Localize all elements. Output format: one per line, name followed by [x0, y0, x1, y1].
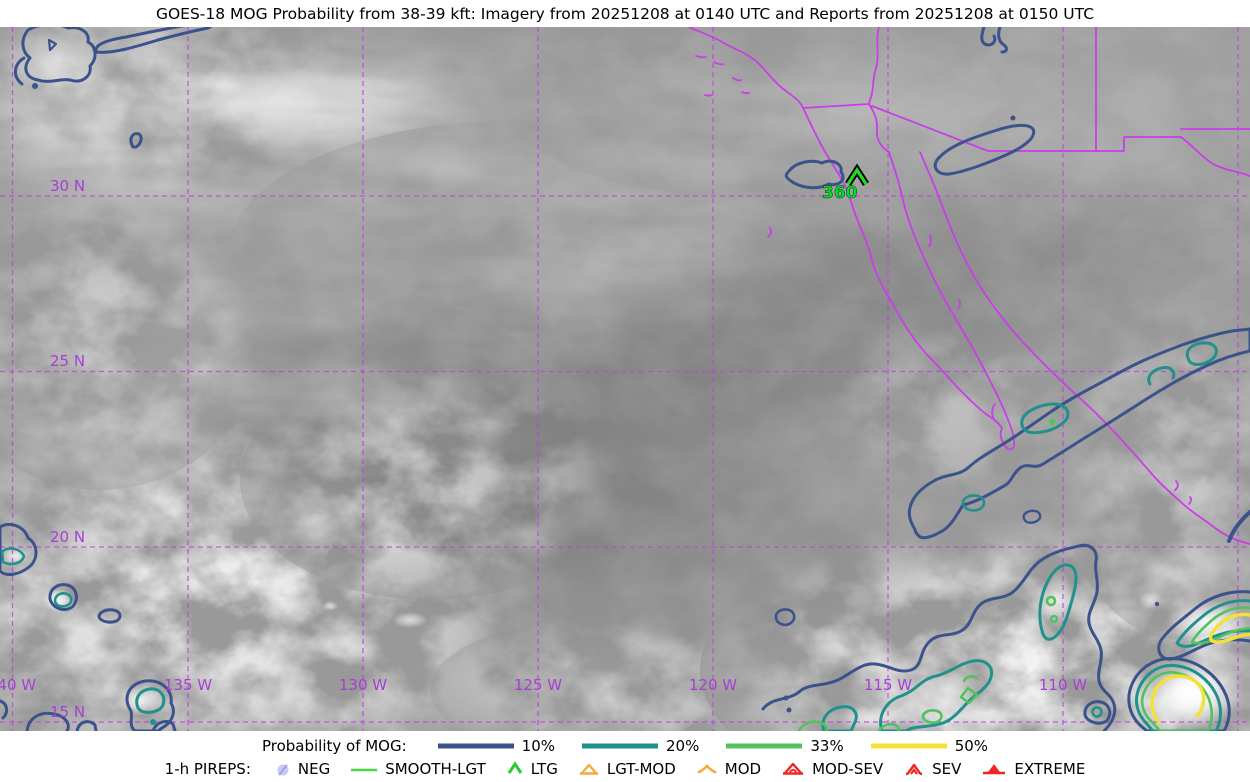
satellite-map: 30 N 25 N 20 N 15 N 140 W 135 W 130 W 12…	[0, 0, 1250, 733]
mod-icon	[697, 764, 717, 774]
legend-item-sev: SEV	[903, 760, 961, 778]
lon-label: 110 W	[1039, 676, 1087, 694]
sev-icon	[906, 763, 923, 776]
lon-label: 125 W	[514, 676, 562, 694]
legend-item-label: 33%	[810, 736, 844, 755]
legend-item-label: MOD	[724, 760, 762, 778]
legend-item-label: SMOOTH-LGT	[385, 760, 486, 778]
legend-item-label: 10%	[521, 736, 556, 755]
legend-item-20pct: 20%	[581, 737, 699, 755]
legend-item-label: LGT-MOD	[606, 760, 676, 778]
lon-label: 115 W	[864, 676, 912, 694]
lon-label: 140 W	[0, 676, 36, 694]
lat-label: 15 N	[50, 703, 85, 721]
legend-item-label: EXTREME	[1014, 760, 1086, 778]
legend-item-label: 50%	[954, 736, 989, 755]
pirep-flight-level-label: 360	[822, 183, 858, 203]
contour-10pct-swatch	[437, 743, 514, 748]
smooth-lgt-icon	[351, 768, 378, 772]
legend-item-50pct: 50%	[870, 737, 988, 755]
lon-label: 120 W	[689, 676, 737, 694]
pireps-legend: 1-h PIREPS: NEG SMOOTH-LGT LTG	[0, 757, 1250, 781]
legend-item-label: LTG	[530, 760, 558, 778]
page-title: GOES-18 MOG Probability from 38-39 kft: …	[155, 4, 1095, 23]
legend-item-label: MOD-SEV	[812, 760, 884, 778]
latlon-grid	[0, 27, 1250, 731]
legend-item-neg: NEG	[275, 760, 330, 778]
coastlines-and-borders	[688, 26, 1250, 545]
lon-label: 135 W	[164, 676, 212, 694]
contour-50pct-swatch	[870, 743, 947, 748]
grid-labels: 30 N 25 N 20 N 15 N 140 W 135 W 130 W 12…	[0, 177, 1087, 721]
lat-label: 30 N	[50, 177, 85, 195]
legend-item-smooth-lgt: SMOOTH-LGT	[350, 760, 486, 778]
extreme-icon	[983, 764, 1006, 775]
legend-item-extreme: EXTREME	[981, 760, 1085, 778]
ltg-icon	[507, 761, 523, 774]
mog-probability-legend: Probability of MOG: 10% 20% 33% 50%	[0, 734, 1250, 757]
lgt-mod-icon	[579, 763, 598, 775]
legend-item-mod: MOD	[696, 760, 761, 778]
contour-20pct-swatch	[582, 743, 659, 748]
satellite-imagery-background	[0, 0, 1250, 731]
mod-sev-icon	[783, 762, 804, 775]
legend-item-ltg: LTG	[506, 760, 558, 778]
lon-label: 130 W	[339, 676, 387, 694]
lat-label: 25 N	[50, 352, 85, 370]
legend-item-label: 20%	[666, 736, 700, 755]
contour-50pct	[1150, 612, 1250, 724]
lat-label: 20 N	[50, 528, 85, 546]
neg-icon	[277, 764, 289, 776]
probability-legend-title: Probability of MOG:	[261, 736, 407, 755]
legend-item-label: SEV	[932, 760, 962, 778]
satellite-map-canvas: 30 N 25 N 20 N 15 N 140 W 135 W 130 W 12…	[0, 0, 1250, 733]
legend-item-lgt-mod: LGT-MOD	[578, 760, 676, 778]
contour-33pct-swatch	[726, 743, 803, 748]
pireps-legend-title: 1-h PIREPS:	[164, 760, 251, 778]
legend-item-mod-sev: MOD-SEV	[781, 760, 883, 778]
legend-item-33pct: 33%	[725, 736, 844, 755]
contour-20pct	[0, 341, 1250, 733]
legend-item-10pct: 10%	[437, 737, 555, 755]
legend-item-label: NEG	[297, 760, 331, 778]
pirep-ltg-marker: 360	[822, 163, 869, 203]
legend: Probability of MOG: 10% 20% 33% 50% 1-h …	[0, 731, 1250, 782]
